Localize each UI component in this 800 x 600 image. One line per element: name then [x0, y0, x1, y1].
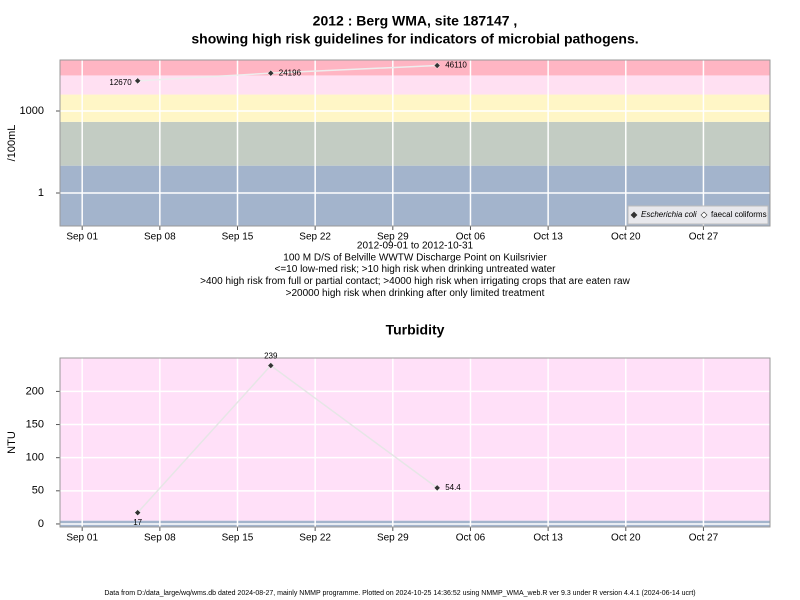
y-tick-label: 200 — [26, 385, 44, 397]
note: 100 M D/S of Belville WWTW Discharge Poi… — [283, 252, 547, 263]
data-point — [433, 484, 441, 492]
data-label: 46110 — [445, 61, 467, 70]
x-tick-label: Sep 15 — [222, 533, 254, 544]
x-tick-label: Oct 20 — [611, 533, 641, 544]
band — [60, 94, 770, 122]
band — [60, 121, 770, 166]
note: >20000 high risk when drinking after onl… — [286, 288, 545, 299]
data-point — [134, 509, 142, 517]
x-tick-label: Sep 22 — [299, 533, 331, 544]
band — [60, 75, 770, 95]
plot-frame — [59, 357, 771, 528]
y-tick-label: 1 — [38, 187, 44, 199]
data-point — [267, 362, 275, 369]
x-tick-label: Oct 27 — [689, 232, 719, 243]
y-tick-label: 1000 — [20, 105, 44, 117]
x-tick-label: Sep 01 — [66, 533, 98, 544]
legend-label: Escherichia coli — [641, 210, 697, 219]
y-tick-label: 100 — [26, 452, 44, 464]
data-point — [433, 62, 441, 69]
band — [60, 358, 770, 521]
x-tick-label: Sep 08 — [144, 232, 176, 243]
data-label: 17 — [133, 518, 142, 527]
x-tick-label: Sep 08 — [144, 533, 176, 544]
chart-title: showing high risk guidelines for indicat… — [191, 31, 638, 47]
chart-title: Turbidity — [386, 322, 445, 338]
legend-box — [627, 205, 769, 225]
x-tick-label: Oct 06 — [456, 232, 486, 243]
data-label: 12670 — [109, 78, 132, 87]
data-label: 24196 — [279, 68, 302, 77]
x-tick-label: Oct 13 — [533, 232, 563, 243]
data-point — [267, 69, 275, 77]
legend-marker — [630, 211, 638, 219]
x-tick-label: Oct 13 — [533, 533, 563, 544]
chart-title: 2012 : Berg WMA, site 187147 , — [313, 13, 518, 29]
y-tick-label: 0 — [38, 518, 44, 530]
legend-label: faecal coliforms — [711, 210, 767, 219]
y-axis-label: NTU — [6, 431, 18, 454]
plot-frame — [59, 59, 771, 227]
x-tick-label: Sep 15 — [222, 232, 254, 243]
band — [60, 60, 770, 76]
note: >400 high risk from full or partial cont… — [200, 276, 630, 287]
x-tick-label: Oct 06 — [456, 533, 486, 544]
y-tick-label: 150 — [26, 418, 44, 430]
x-tick-label: Oct 20 — [611, 232, 641, 243]
x-tick-label: Sep 01 — [66, 232, 98, 243]
x-tick-label: Sep 22 — [299, 232, 331, 243]
x-tick-label: Oct 27 — [689, 533, 719, 544]
data-label: 54.4 — [445, 483, 461, 492]
x-tick-label: Sep 29 — [377, 232, 409, 243]
data-point — [134, 77, 142, 85]
y-axis-label: /100mL — [6, 125, 18, 162]
x-tick-label: Sep 29 — [377, 533, 409, 544]
footer: Data from D:/data_large/wq/wms.db dated … — [104, 590, 695, 597]
data-label: 239 — [264, 352, 278, 361]
note: <=10 low-med risk; >10 high risk when dr… — [275, 264, 557, 275]
y-tick-label: 50 — [32, 485, 44, 497]
note: 2012-09-01 to 2012-10-31 — [357, 241, 474, 252]
legend-marker — [700, 211, 708, 219]
